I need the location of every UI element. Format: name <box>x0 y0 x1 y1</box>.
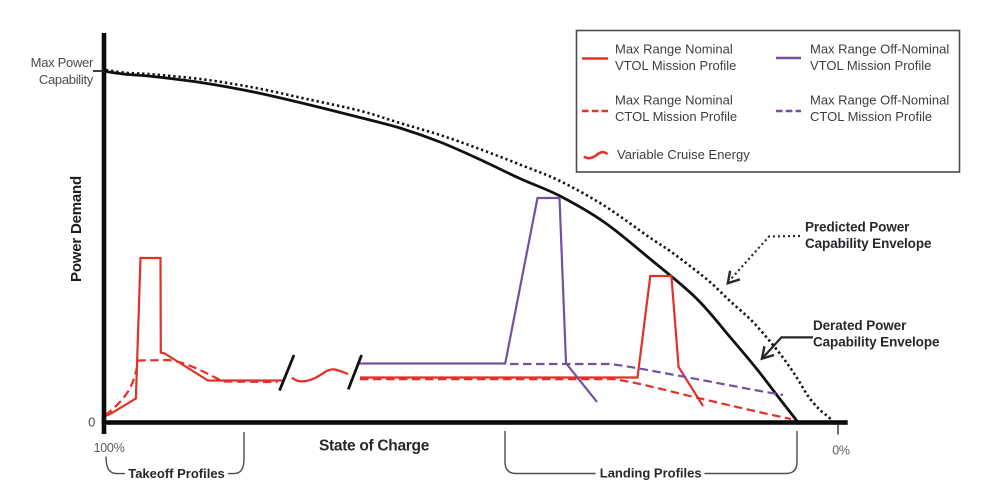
svg-text:Max Range Off-Nominal: Max Range Off-Nominal <box>810 93 949 108</box>
svg-text:CTOL Mission Profile: CTOL Mission Profile <box>810 109 932 124</box>
svg-text:Capability: Capability <box>39 72 94 87</box>
svg-text:Capability Envelope: Capability Envelope <box>813 335 940 350</box>
svg-text:100%: 100% <box>94 441 125 455</box>
svg-text:Max Power: Max Power <box>31 55 94 70</box>
svg-text:Derated Power: Derated Power <box>813 318 907 333</box>
svg-text:VTOL Mission Profile: VTOL Mission Profile <box>810 58 931 73</box>
svg-text:VTOL Mission Profile: VTOL Mission Profile <box>615 58 736 73</box>
svg-text:State of Charge: State of Charge <box>319 438 430 455</box>
svg-text:Variable Cruise Energy: Variable Cruise Energy <box>617 147 750 162</box>
svg-text:Max Range Off-Nominal: Max Range Off-Nominal <box>810 42 949 57</box>
svg-text:Max Range Nominal: Max Range Nominal <box>615 42 733 57</box>
svg-text:Capability Envelope: Capability Envelope <box>805 236 932 251</box>
svg-text:Takeoff Profiles: Takeoff Profiles <box>128 466 225 481</box>
svg-text:CTOL Mission Profile: CTOL Mission Profile <box>615 109 737 124</box>
svg-text:Power Demand: Power Demand <box>68 176 85 282</box>
svg-text:Predicted Power: Predicted Power <box>805 220 910 235</box>
svg-text:0%: 0% <box>832 444 850 458</box>
svg-text:0: 0 <box>88 415 95 430</box>
svg-text:Landing Profiles: Landing Profiles <box>600 466 702 481</box>
svg-text:Max Range Nominal: Max Range Nominal <box>615 93 733 108</box>
